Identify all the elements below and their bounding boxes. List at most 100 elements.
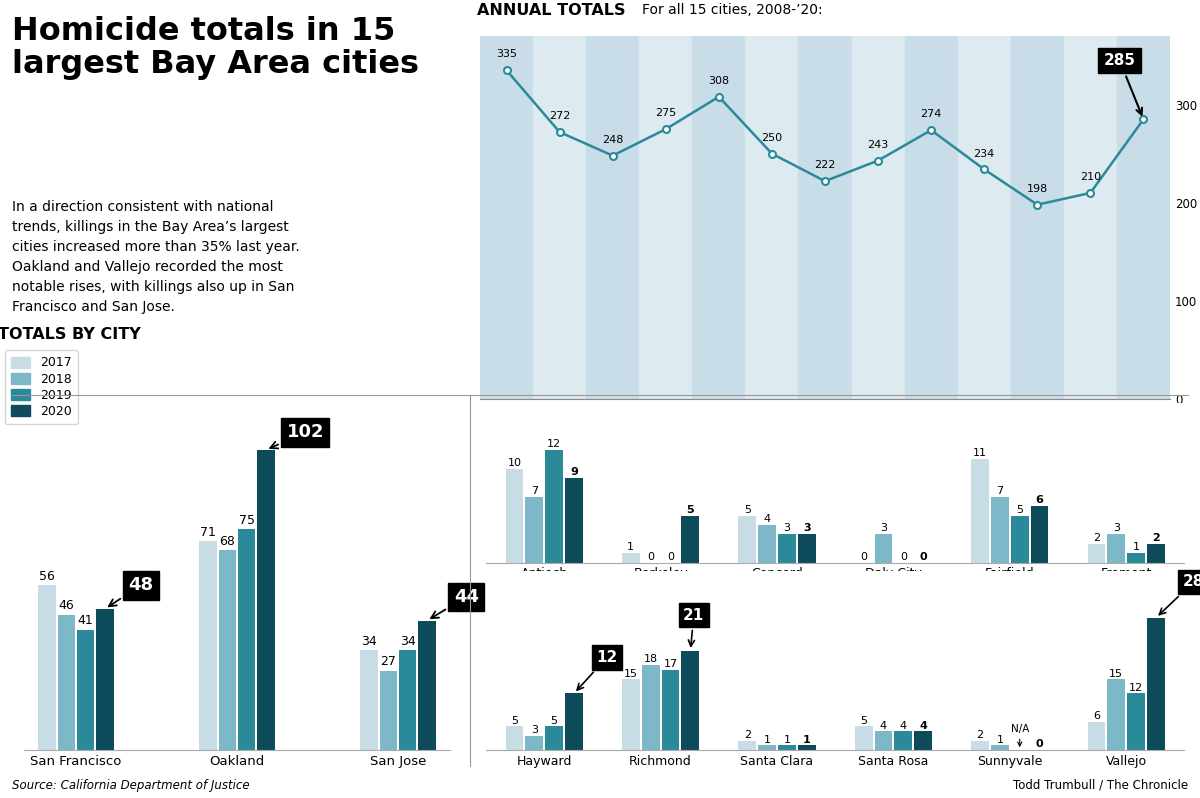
Bar [398, 650, 416, 750]
Text: 44: 44 [431, 588, 479, 618]
Bar [1087, 543, 1105, 563]
Bar [586, 36, 640, 399]
Text: 1: 1 [784, 735, 791, 745]
Bar [533, 36, 586, 399]
Text: For all 15 cities, 2008-’20:: For all 15 cities, 2008-’20: [642, 3, 823, 18]
Text: 272: 272 [548, 111, 570, 121]
Bar [798, 36, 852, 399]
Bar [505, 468, 523, 563]
Bar [758, 525, 776, 563]
Text: 248: 248 [602, 135, 623, 145]
Text: 9: 9 [570, 467, 578, 477]
Text: 10: 10 [508, 458, 522, 468]
Text: 250: 250 [761, 133, 782, 143]
Bar [565, 478, 583, 563]
Text: 5: 5 [744, 504, 751, 515]
Bar [526, 736, 544, 750]
Bar [545, 726, 563, 750]
Bar [778, 535, 796, 563]
Text: 75: 75 [239, 514, 254, 527]
Bar [218, 550, 236, 750]
Text: 4: 4 [880, 721, 887, 730]
Bar [778, 745, 796, 750]
Text: 0: 0 [667, 551, 674, 562]
Bar [914, 731, 932, 750]
Text: 1: 1 [996, 735, 1003, 745]
Bar [1031, 506, 1049, 563]
Text: 18: 18 [643, 654, 658, 665]
Bar [682, 516, 700, 563]
Text: 5: 5 [511, 716, 518, 726]
Legend: 2017, 2018, 2019, 2020: 2017, 2018, 2019, 2020 [5, 350, 78, 424]
Text: 3: 3 [784, 523, 791, 534]
Bar [692, 36, 745, 399]
Text: 275: 275 [655, 109, 677, 118]
Text: 11: 11 [973, 448, 988, 458]
Bar [1087, 721, 1105, 750]
Bar [622, 553, 640, 563]
Bar [640, 36, 692, 399]
Bar [798, 745, 816, 750]
Bar [661, 670, 679, 750]
Text: 4: 4 [919, 721, 928, 730]
Text: 15: 15 [1109, 669, 1123, 678]
Bar [1010, 36, 1064, 399]
Text: 27: 27 [380, 655, 396, 669]
Text: 71: 71 [200, 526, 216, 539]
Text: 6: 6 [1036, 496, 1044, 505]
Bar [758, 745, 776, 750]
Bar [958, 36, 1010, 399]
Text: 46: 46 [59, 599, 74, 612]
Bar [360, 650, 378, 750]
Text: 3: 3 [880, 523, 887, 534]
Text: 4: 4 [900, 721, 907, 730]
Text: 41: 41 [78, 614, 94, 627]
Bar [199, 541, 217, 750]
Bar [1127, 553, 1145, 563]
Text: 5: 5 [551, 716, 558, 726]
Text: 28: 28 [1159, 575, 1200, 614]
Text: 2: 2 [1152, 533, 1160, 543]
Bar [1108, 535, 1126, 563]
Bar [257, 450, 275, 750]
Text: 3: 3 [1112, 523, 1120, 534]
Text: 48: 48 [109, 576, 154, 606]
Text: 102: 102 [270, 423, 324, 448]
Bar [738, 741, 756, 750]
Bar [379, 670, 397, 750]
Bar [745, 36, 798, 399]
Bar [545, 450, 563, 563]
Bar [565, 693, 583, 750]
Text: 1: 1 [803, 735, 811, 745]
Bar [38, 586, 56, 750]
Bar [642, 665, 660, 750]
Text: 12: 12 [577, 650, 618, 690]
Text: 2: 2 [1093, 533, 1100, 543]
Text: 34: 34 [361, 634, 377, 648]
Text: 0: 0 [919, 551, 926, 562]
Text: 2: 2 [744, 730, 751, 740]
Text: 243: 243 [868, 140, 889, 150]
Text: 12: 12 [547, 439, 562, 449]
Text: 4: 4 [763, 514, 770, 524]
Text: 56: 56 [40, 570, 55, 583]
Bar [418, 621, 436, 750]
Bar [238, 530, 256, 750]
Text: 335: 335 [496, 49, 517, 60]
Bar [991, 497, 1009, 563]
Text: N/A: N/A [1010, 724, 1028, 746]
Text: 0: 0 [900, 551, 907, 562]
Bar [738, 516, 756, 563]
Text: ANNUAL TOTALS: ANNUAL TOTALS [476, 3, 625, 18]
Bar [905, 36, 958, 399]
Text: 7: 7 [530, 486, 538, 496]
Text: In a direction consistent with national
trends, killings in the Bay Area’s large: In a direction consistent with national … [12, 200, 300, 314]
Bar [1117, 36, 1170, 399]
Bar [526, 497, 544, 563]
Text: 0: 0 [860, 551, 868, 562]
Bar [1064, 36, 1117, 399]
Bar [852, 36, 905, 399]
Text: 5: 5 [686, 504, 694, 515]
Text: 21: 21 [683, 607, 704, 646]
Text: 0: 0 [1036, 740, 1043, 749]
